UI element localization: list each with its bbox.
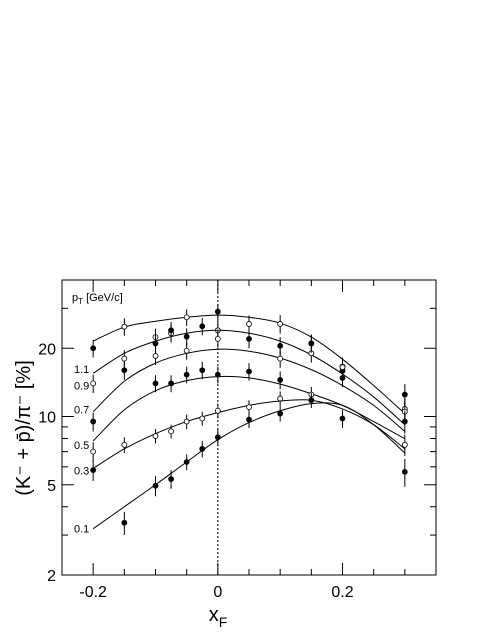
data-point — [183, 314, 190, 321]
data-point — [277, 377, 284, 383]
data-point — [339, 415, 346, 422]
data-point — [246, 368, 252, 375]
data-point — [246, 335, 252, 342]
data-point — [183, 371, 190, 378]
x-tick-label: 0 — [213, 584, 222, 601]
y-axis-label: (K⁻ + p̄)/π⁻ [%] — [13, 360, 35, 496]
data-point — [308, 397, 315, 404]
data-point — [168, 380, 174, 387]
data-point — [199, 415, 206, 422]
data-point — [90, 380, 97, 387]
data-point — [183, 333, 190, 340]
legend-label: 0.1 — [74, 524, 89, 536]
data-point — [401, 418, 408, 425]
data-point — [277, 410, 284, 417]
data-point — [199, 367, 206, 374]
x-tick-label: 0.2 — [331, 584, 353, 601]
data-point — [214, 308, 221, 315]
data-point — [90, 467, 97, 474]
data-point — [401, 391, 408, 398]
data-point — [152, 433, 159, 439]
data-point — [168, 476, 174, 482]
data-point — [183, 459, 190, 465]
data-point — [152, 380, 159, 387]
data-point — [401, 441, 408, 448]
data-point — [168, 428, 174, 435]
data-point — [277, 321, 284, 327]
data-point — [277, 395, 284, 402]
data-point — [90, 345, 97, 352]
y-tick-label: 5 — [47, 478, 56, 495]
y-tick-label: 20 — [38, 341, 56, 358]
data-point — [121, 367, 128, 374]
data-point — [183, 347, 190, 354]
data-point — [214, 434, 221, 441]
legend-label: 0.7 — [74, 405, 89, 417]
legend-label: 0.5 — [74, 440, 89, 452]
y-tick-label: 10 — [38, 410, 56, 427]
data-point — [168, 327, 174, 334]
data-point — [90, 448, 97, 455]
data-point — [121, 519, 128, 526]
data-point — [246, 416, 252, 423]
data-point — [401, 468, 408, 475]
data-point — [246, 404, 252, 411]
fit-curve — [92, 348, 406, 432]
legend-label: 0.3 — [74, 465, 89, 477]
data-point — [214, 407, 221, 414]
data-point — [214, 335, 221, 342]
data-point — [308, 340, 315, 347]
data-point — [246, 321, 252, 327]
data-point — [121, 355, 128, 362]
x-axis-label: xF — [209, 604, 228, 630]
legend-title: pT [GeV/c] — [72, 292, 123, 306]
legend-label: 0.9 — [74, 380, 89, 392]
data-point — [199, 445, 206, 452]
data-point — [214, 371, 221, 378]
data-point — [183, 418, 190, 425]
data-point — [339, 375, 346, 381]
data-point — [121, 441, 128, 448]
data-point — [152, 353, 159, 359]
data-point — [90, 418, 97, 425]
y-tick-label: 2 — [47, 568, 56, 585]
data-point — [152, 340, 159, 347]
data-point — [199, 323, 206, 330]
legend-label: 1.1 — [74, 364, 89, 376]
data-point — [277, 355, 284, 362]
data-point — [339, 364, 346, 371]
data-point — [152, 482, 159, 489]
data-point — [121, 323, 128, 330]
x-tick-label: -0.2 — [79, 584, 107, 601]
data-point — [277, 342, 284, 349]
